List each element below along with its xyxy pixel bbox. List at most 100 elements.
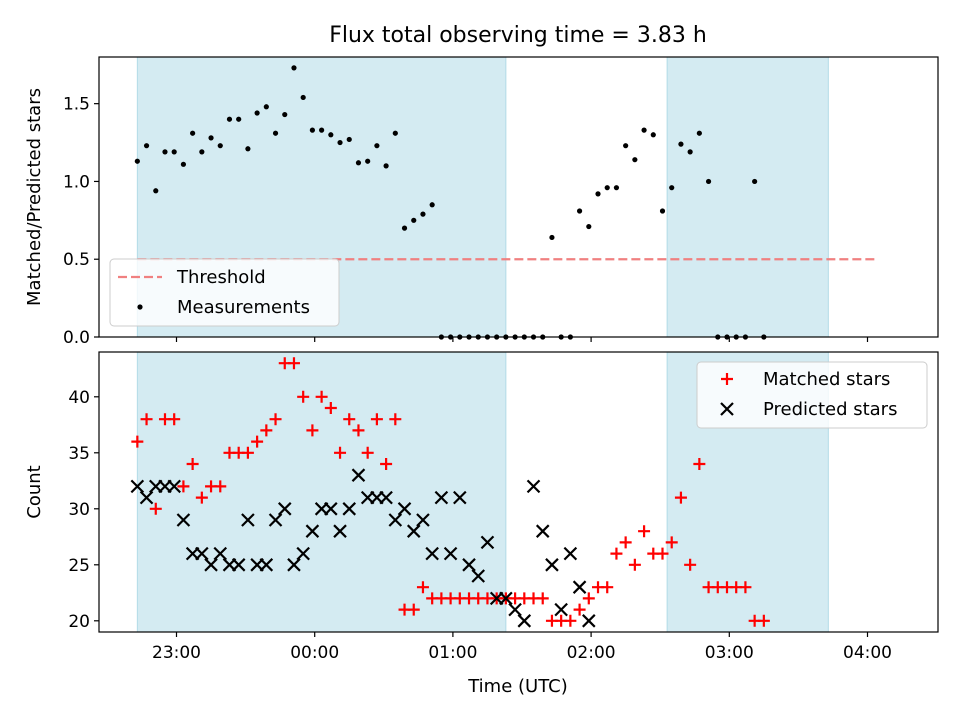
- data-point-dot: [355, 160, 362, 166]
- threshold-legend-label: Threshold: [176, 267, 266, 288]
- data-point-dot: [319, 127, 325, 133]
- data-point-dot: [208, 135, 214, 141]
- bottom-axes-frame: [98, 351, 939, 633]
- data-point-x: [563, 546, 578, 561]
- data-point-dot: [687, 149, 693, 155]
- data-point-dot: [300, 94, 306, 101]
- data-point-x: [195, 546, 209, 561]
- data-point-plus: [131, 435, 144, 448]
- y-tick-label: 30: [68, 500, 90, 520]
- bottom-legend: Matched stars Predicted stars: [696, 361, 928, 429]
- shaded-interval-1: [666, 56, 829, 338]
- data-point-plus: [306, 424, 319, 437]
- data-point-x: [268, 513, 283, 527]
- data-point-dot: [752, 178, 758, 185]
- y-tick-label: 1.5: [63, 95, 90, 115]
- data-point-x: [204, 558, 218, 572]
- data-point-plus: [168, 413, 181, 426]
- data-point-dot: [143, 143, 150, 149]
- data-point-x: [231, 558, 246, 572]
- data-point-x: [406, 524, 421, 538]
- count-points: [130, 357, 770, 628]
- data-point-x: [167, 479, 181, 494]
- data-point-x: [259, 558, 274, 572]
- data-point-plus: [260, 424, 273, 437]
- predicted-stars-legend-label: Predicted stars: [763, 399, 897, 420]
- data-point-plus: [297, 390, 310, 403]
- top-x-ticks: [175, 337, 869, 342]
- data-point-dot: [365, 158, 371, 164]
- data-point-dot: [374, 143, 380, 149]
- data-point-plus: [628, 558, 641, 571]
- x-tick-label: 03:00: [705, 643, 754, 663]
- data-point-x: [480, 535, 495, 550]
- y-tick-label: 20: [68, 612, 90, 632]
- data-point-x: [241, 513, 255, 527]
- data-point-x: [324, 502, 338, 516]
- data-point-plus: [407, 603, 420, 616]
- data-point-x: [213, 546, 228, 561]
- data-point-plus: [269, 413, 282, 426]
- data-point-dot: [392, 130, 398, 136]
- data-point-x: [388, 513, 403, 527]
- data-point-dot: [595, 191, 601, 197]
- data-point-plus: [739, 581, 752, 594]
- data-point-dot: [669, 185, 675, 191]
- data-point-plus: [674, 491, 687, 504]
- data-point-dot: [217, 143, 223, 149]
- x-tick-label: 02:00: [567, 643, 616, 663]
- x-tick-label: 00:00: [290, 643, 339, 663]
- data-point-dot: [282, 111, 288, 118]
- data-point-dot: [429, 202, 435, 208]
- data-point-x: [582, 614, 596, 628]
- data-point-plus: [370, 413, 383, 426]
- top-axes-frame: [98, 56, 939, 338]
- data-point-dot: [401, 225, 408, 231]
- data-point-x: [397, 502, 412, 516]
- data-point-dot: [659, 208, 666, 214]
- data-point-dot: [245, 146, 251, 152]
- chart-title: Flux total observing time = 3.83 h: [329, 23, 707, 48]
- x-tick-label: 23:00: [152, 643, 201, 663]
- top-legend: Threshold Measurements: [109, 258, 340, 327]
- data-point-dot: [696, 130, 702, 136]
- data-point-dot: [623, 143, 629, 149]
- data-point-x: [443, 546, 458, 561]
- data-point-dot: [632, 157, 638, 163]
- y-tick-label: 35: [68, 444, 90, 464]
- data-point-dot: [263, 104, 269, 110]
- data-point-plus: [343, 413, 356, 426]
- data-point-x: [351, 468, 366, 482]
- data-point-plus: [186, 458, 199, 470]
- data-point-dot: [383, 163, 389, 169]
- matched-stars-legend-marker: [721, 373, 733, 385]
- data-point-dot: [604, 185, 610, 191]
- data-point-x: [342, 502, 357, 516]
- data-point-plus: [324, 402, 337, 414]
- data-point-dot: [272, 130, 279, 136]
- data-point-dot: [411, 217, 417, 223]
- measurements-legend-label: Measurements: [177, 297, 310, 318]
- data-point-x: [535, 524, 550, 538]
- data-point-dot: [254, 110, 260, 116]
- data-point-dot: [153, 188, 159, 194]
- data-point-dot: [236, 116, 242, 122]
- data-point-dot: [190, 130, 196, 136]
- data-point-plus: [757, 614, 770, 627]
- data-point-dot: [420, 211, 426, 217]
- data-point-x: [139, 490, 154, 505]
- data-point-x: [453, 490, 467, 505]
- data-point-dot: [586, 223, 592, 230]
- data-point-plus: [149, 502, 162, 515]
- data-point-plus: [638, 525, 651, 538]
- data-point-dot: [291, 65, 297, 71]
- data-point-plus: [352, 424, 365, 437]
- data-point-dot: [576, 208, 583, 214]
- data-point-dot: [613, 185, 620, 191]
- data-point-dot: [180, 161, 187, 167]
- top-y-axis-label: Matched/Predicted stars: [24, 88, 45, 306]
- data-point-plus: [416, 581, 429, 594]
- data-point-plus: [177, 480, 190, 493]
- data-point-plus: [241, 446, 254, 459]
